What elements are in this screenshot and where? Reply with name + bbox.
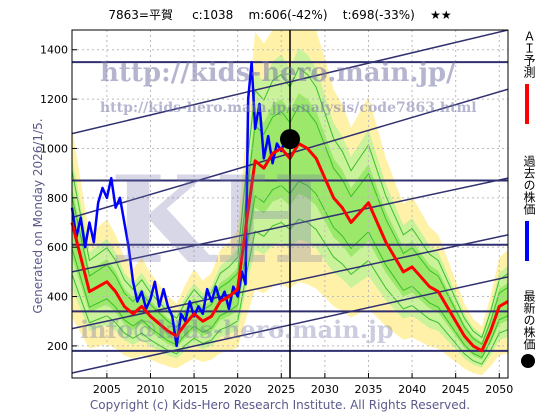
latest-price-marker — [280, 129, 300, 150]
legend-latest-price-label: 最新の株価 — [522, 290, 536, 350]
minimum-price: m:606(-42%) — [248, 8, 328, 22]
y-tick-label-600: 600 — [47, 241, 68, 254]
legend-past-price-swatch — [525, 221, 529, 261]
axes: 2005 2010 2015 2020 2025 2030 2035 2040 2045 2050… — [40, 29, 513, 396]
past-price-line — [70, 60, 287, 348]
watermark-url-main: http://kids-hero.main.jp/ — [100, 58, 456, 88]
x-tick-label-2030: 2030 — [311, 383, 339, 396]
y-tick-label-200: 200 — [47, 340, 68, 353]
x-tick-label-2035: 2035 — [354, 383, 382, 396]
legend-ai-forecast-swatch — [525, 84, 529, 124]
x-tick-label-2040: 2040 — [398, 383, 426, 396]
legend-past-price: 過去の株価 — [521, 155, 536, 261]
plot-frame — [71, 29, 509, 379]
x-tick-label-2025: 2025 — [267, 383, 295, 396]
legend-past-price-label: 過去の株価 — [522, 155, 536, 215]
legend-ai-forecast: ＡＩ予測 — [521, 30, 536, 124]
x-tick-label-2005: 2005 — [93, 383, 121, 396]
legend-latest-price-marker — [521, 354, 535, 368]
x-tick-label-2045: 2045 — [442, 383, 470, 396]
x-tick-label-2010: 2010 — [136, 383, 164, 396]
series-lines — [70, 30, 509, 378]
y-tick-label-400: 400 — [47, 291, 68, 304]
watermark-url-analysis: http://kids-hero.main.jp/analysis/code78… — [100, 100, 477, 116]
copyright-footer: Copyright (c) Kids-Hero Research Institu… — [89, 398, 471, 412]
x-tick-label-2015: 2015 — [180, 383, 208, 396]
x-tick-label-2020: 2020 — [224, 383, 252, 396]
y-tick-label-1400: 1400 — [40, 44, 68, 57]
y-tick-label-1000: 1000 — [40, 142, 68, 155]
watermark-email: info@kids-hero.main.jp — [80, 315, 394, 344]
star-rating: ★★ — [430, 8, 452, 22]
watermark-brand: KH — [110, 150, 328, 291]
y-tick-label-800: 800 — [47, 192, 68, 205]
stock-code-name: 7863=平賀 — [108, 8, 173, 22]
legend-latest-price: 最新の株価 — [519, 290, 537, 368]
target-price: t:698(-33%) — [342, 8, 415, 22]
chart-header: 7863=平賀 c:1038 m:606(-42%) t:698(-33%) ★… — [0, 6, 560, 23]
current-price: c:1038 — [192, 8, 234, 22]
x-tick-label-2050: 2050 — [485, 383, 513, 396]
y-tick-label-1200: 1200 — [40, 93, 68, 106]
legend-ai-forecast-label: ＡＩ予測 — [522, 30, 536, 78]
